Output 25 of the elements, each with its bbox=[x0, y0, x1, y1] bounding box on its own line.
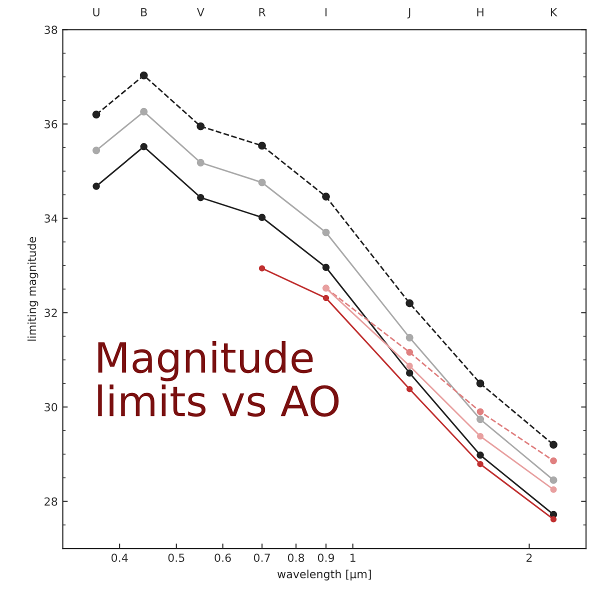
text: R bbox=[259, 8, 266, 16]
text: U bbox=[93, 8, 100, 16]
y-tick-label: 28 bbox=[44, 497, 58, 506]
y-axis-title: limiting magnitude bbox=[27, 237, 38, 341]
x-tick-label: 0.5 bbox=[168, 554, 184, 562]
x-tick-label: 0.9 bbox=[318, 554, 334, 562]
y-tick-label: 32 bbox=[44, 308, 57, 318]
text: V bbox=[196, 8, 204, 16]
x-tick-label: 0.6 bbox=[214, 554, 231, 562]
y-tick-label: 38 bbox=[44, 26, 58, 34]
y-tick-label: 34 bbox=[44, 214, 58, 223]
x-tick-label: 2 bbox=[526, 554, 532, 562]
y-tick-label: 36 bbox=[44, 120, 58, 128]
x-tick-label: 0.4 bbox=[111, 554, 128, 562]
y-tick-label: 30 bbox=[44, 402, 58, 412]
text: J bbox=[407, 8, 410, 18]
text: B bbox=[141, 8, 147, 16]
x-axis-title: wavelength [μm] bbox=[277, 570, 371, 580]
x-tick-label: 1 bbox=[350, 554, 356, 562]
x-tick-label: 0.7 bbox=[254, 554, 270, 562]
x-tick-label: 0.8 bbox=[288, 554, 304, 562]
text: H bbox=[477, 8, 484, 16]
annotation: Magnitude limits vs AO bbox=[98, 340, 339, 417]
text: I bbox=[325, 8, 327, 16]
text: K bbox=[550, 8, 558, 16]
